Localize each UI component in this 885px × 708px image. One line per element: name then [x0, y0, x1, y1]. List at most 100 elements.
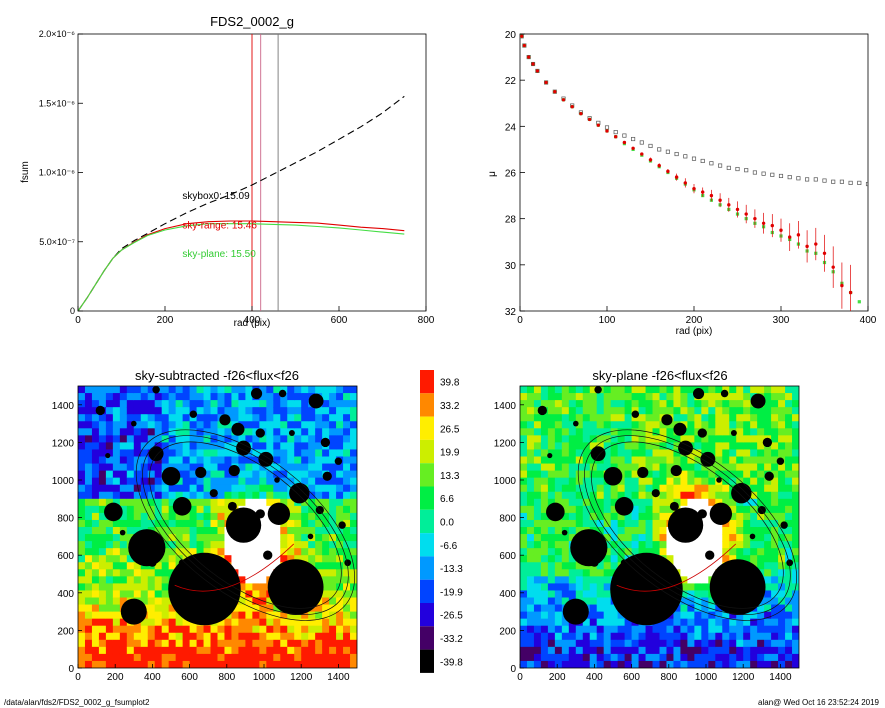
sky-subtracted-pixel: [189, 541, 198, 549]
sky-plane-pixel: [526, 653, 535, 662]
sky-plane-pixel: [596, 428, 605, 436]
sky-subtracted-pixel: [329, 505, 337, 514]
sky-plane-pixel: [631, 491, 640, 500]
sky-subtracted-pixel: [322, 463, 330, 472]
sky-subtracted-pixel: [203, 505, 212, 514]
sky-subtracted-pixel: [322, 456, 330, 465]
sky-plane-mask-33: [561, 529, 568, 536]
sky-plane-pixel: [589, 618, 598, 627]
sky-plane-pixel: [701, 527, 709, 535]
sky-plane-pixel: [771, 421, 779, 429]
sky-subtracted-pixel: [203, 393, 212, 401]
sky-subtracted-pixel: [133, 660, 142, 668]
sky-subtracted-pixel: [140, 639, 149, 648]
sky-subtracted-pixel: [301, 477, 309, 486]
sky-plane-pixel: [561, 442, 570, 450]
sky-subtracted-pixel: [308, 632, 316, 641]
sky-plane-pixel: [778, 470, 786, 479]
sky-plane-pixel: [785, 604, 793, 613]
sky-plane-pixel: [652, 386, 660, 394]
sky-subtracted-pixel: [182, 527, 191, 535]
sky-plane-pixel: [596, 569, 605, 577]
sky-plane-pixel: [547, 400, 556, 408]
sky-plane-pixel: [547, 646, 556, 655]
sky-plane-pixel: [547, 386, 556, 394]
sky-plane-pixel: [680, 576, 688, 584]
sky-plane-pixel: [701, 618, 709, 627]
sky-subtracted-pixel: [266, 498, 274, 507]
sky-subtracted-mask-39: [278, 389, 287, 398]
sky-subtracted-pixel: [196, 639, 205, 648]
sky-subtracted-pixel: [112, 393, 121, 401]
sky-plane-pixel: [792, 590, 799, 598]
sky-plane-pixel: [771, 583, 779, 591]
sky-plane-pixel: [547, 449, 556, 457]
sky-plane-pixel: [659, 428, 667, 436]
sky-subtracted-pixel: [329, 590, 337, 598]
sky-plane-pixel: [638, 527, 647, 535]
sky-plane-pixel: [652, 463, 660, 472]
mu-point-red: [587, 117, 592, 122]
fsum-ytick-label: 1.0×10⁻⁶: [39, 168, 76, 178]
sky-plane-pixel: [792, 611, 799, 620]
sky-plane-pixel: [526, 498, 535, 507]
sky-plane-pixel: [792, 618, 799, 627]
sky-subtracted-pixel: [105, 428, 114, 436]
sky-plane-pixel: [701, 590, 709, 598]
sky-plane-pixel: [645, 456, 654, 465]
sky-plane-pixel: [575, 625, 584, 634]
sky-subtracted-pixel: [84, 435, 93, 443]
sky-plane-pixel: [792, 463, 799, 472]
sky-subtracted-pixel: [217, 400, 225, 408]
sky-subtracted-pixel: [343, 484, 351, 493]
sky-subtracted-pixel: [133, 393, 142, 401]
sky-plane-pixel: [750, 449, 758, 457]
sky-plane-pixel: [624, 632, 633, 641]
sky-subtracted-pixel: [322, 527, 330, 535]
fsum-xtick-label: 0: [75, 315, 81, 326]
sky-plane-pixel: [729, 463, 737, 472]
sky-plane-pixel: [673, 625, 681, 634]
fsum-annotation-1: sky-range: 15.46: [182, 221, 257, 232]
sky-plane-pixel: [589, 484, 598, 493]
sky-plane-pixel: [624, 386, 633, 394]
mu-point-black: [857, 180, 862, 185]
sky-subtracted-pixel: [343, 498, 351, 507]
sky-plane-pixel: [750, 463, 758, 472]
sky-subtracted-pixel: [231, 407, 239, 415]
sky-plane-pixel: [561, 569, 570, 577]
sky-plane-pixel: [589, 604, 598, 613]
sky-plane-pixel: [582, 583, 591, 591]
sky-plane-pixel: [778, 498, 786, 507]
sky-plane-pixel: [729, 534, 737, 542]
sky-plane-pixel: [785, 618, 793, 627]
sky-subtracted-pixel: [329, 519, 337, 528]
sky-plane-pixel: [680, 632, 688, 641]
sky-plane-pixel: [526, 576, 535, 584]
sky-subtracted-pixel: [119, 407, 128, 415]
sky-subtracted-pixel: [154, 400, 163, 408]
sky-subtracted-pixel: [343, 505, 351, 514]
sky-subtracted-pixel: [105, 498, 114, 507]
sky-subtracted-pixel: [294, 421, 302, 429]
sky-subtracted-pixel: [161, 569, 170, 577]
sky-plane-pixel: [687, 555, 695, 563]
sky-plane-pixel: [743, 456, 751, 465]
sky-subtracted-pixel: [133, 498, 142, 507]
sky-subtracted-pixel: [315, 442, 323, 450]
sky-subtracted-pixel: [168, 512, 177, 521]
sky-subtracted-pixel: [287, 449, 295, 457]
sky-plane-pixel: [757, 428, 765, 436]
sky-plane-pixel: [533, 512, 542, 521]
sky-plane-pixel: [792, 428, 799, 436]
sky-plane-pixel: [596, 653, 605, 662]
sky-subtracted-pixel: [189, 625, 198, 634]
sky-plane-pixel: [687, 484, 695, 493]
sky-subtracted-pixel: [350, 555, 357, 563]
sky-subtracted-pixel: [343, 632, 351, 641]
sky-subtracted-pixel: [78, 428, 86, 436]
sky-subtracted-pixel: [189, 456, 198, 465]
sky-subtracted-pixel: [91, 632, 100, 641]
sky-subtracted-pixel: [161, 512, 170, 521]
sky-subtracted-pixel: [238, 477, 246, 486]
